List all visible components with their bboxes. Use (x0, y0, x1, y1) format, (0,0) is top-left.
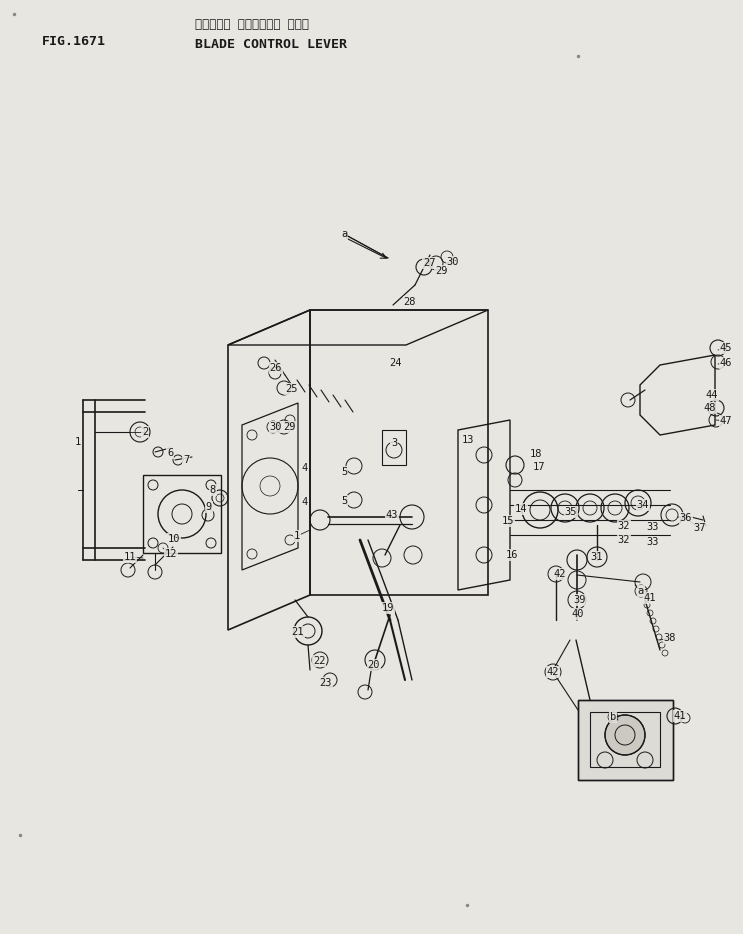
Text: 16: 16 (506, 550, 519, 560)
Text: 25: 25 (285, 384, 297, 394)
Text: 32: 32 (617, 521, 630, 531)
Text: 29: 29 (284, 422, 296, 432)
Text: 34: 34 (637, 500, 649, 510)
Bar (578, 700, 673, 780)
Text: 8: 8 (210, 485, 216, 495)
Text: 17: 17 (533, 462, 545, 472)
Text: 45: 45 (720, 343, 733, 353)
Text: 23: 23 (319, 678, 332, 688)
Text: 4: 4 (302, 463, 308, 473)
Text: 47: 47 (720, 416, 733, 426)
Text: 3: 3 (391, 438, 397, 448)
Text: 32: 32 (617, 535, 630, 545)
Text: 28: 28 (403, 297, 416, 307)
Text: 18: 18 (530, 449, 542, 459)
Text: 1: 1 (294, 531, 300, 541)
Text: 6: 6 (167, 448, 173, 458)
Text: 44: 44 (706, 390, 718, 400)
Text: 27: 27 (423, 258, 435, 268)
Bar (590, 712, 660, 767)
Text: a: a (341, 229, 347, 239)
Text: 42: 42 (547, 667, 559, 677)
Text: 19: 19 (382, 603, 395, 613)
Text: 10: 10 (168, 534, 181, 544)
Bar (143, 475, 221, 553)
Text: a: a (638, 586, 644, 596)
Text: b: b (610, 712, 616, 722)
Text: 48: 48 (704, 403, 716, 413)
Text: 22: 22 (313, 656, 325, 666)
Text: ブレード・ コントロール レバー: ブレード・ コントロール レバー (195, 18, 309, 31)
Text: 5: 5 (341, 496, 347, 506)
Text: 14: 14 (515, 504, 528, 514)
Text: 21: 21 (292, 627, 304, 637)
Text: 31: 31 (591, 552, 603, 562)
Text: 5: 5 (341, 467, 347, 477)
Text: 37: 37 (694, 523, 707, 533)
Text: 41: 41 (643, 593, 656, 603)
Text: 26: 26 (270, 363, 282, 373)
Text: 40: 40 (572, 609, 584, 619)
Text: 9: 9 (206, 502, 212, 512)
Text: 24: 24 (390, 358, 402, 368)
Text: 20: 20 (368, 660, 380, 670)
Text: 15: 15 (502, 516, 514, 526)
Text: BLADE CONTROL LEVER: BLADE CONTROL LEVER (195, 38, 347, 51)
Text: 38: 38 (663, 633, 676, 643)
Text: 39: 39 (574, 595, 586, 605)
Bar (578, 700, 673, 780)
Text: 36: 36 (680, 513, 692, 523)
Text: 4: 4 (302, 497, 308, 507)
Circle shape (605, 715, 645, 755)
Text: 42: 42 (554, 569, 566, 579)
Text: 46: 46 (720, 358, 733, 368)
Text: 2: 2 (142, 427, 148, 437)
Text: 33: 33 (646, 522, 659, 532)
Text: 30: 30 (270, 422, 282, 432)
Bar (382, 430, 406, 465)
Text: 7: 7 (183, 455, 189, 465)
Text: 13: 13 (461, 435, 474, 445)
Text: FIG.1671: FIG.1671 (42, 35, 106, 48)
Text: 41: 41 (674, 711, 687, 721)
Text: 30: 30 (447, 257, 459, 267)
Text: 29: 29 (435, 266, 447, 276)
Text: 12: 12 (165, 549, 178, 559)
Text: 1: 1 (75, 437, 81, 447)
Text: 43: 43 (386, 510, 398, 520)
Text: 33: 33 (646, 537, 659, 547)
Text: 11: 11 (124, 552, 136, 562)
Text: 35: 35 (565, 507, 577, 517)
